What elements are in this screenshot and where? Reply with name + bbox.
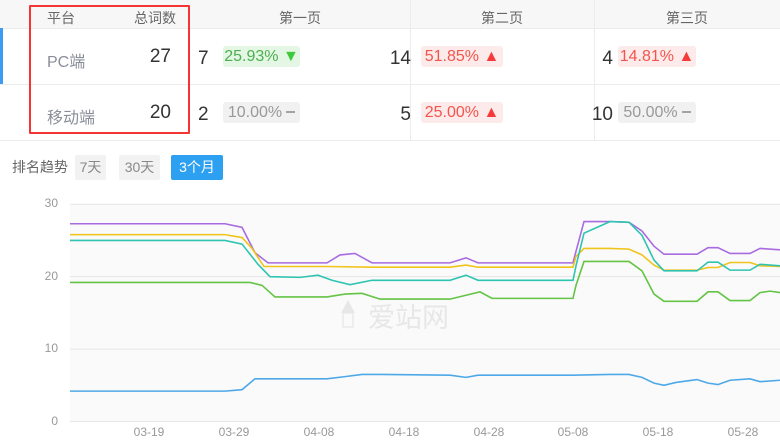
svg-text:爱站网: 爱站网 (368, 303, 449, 333)
